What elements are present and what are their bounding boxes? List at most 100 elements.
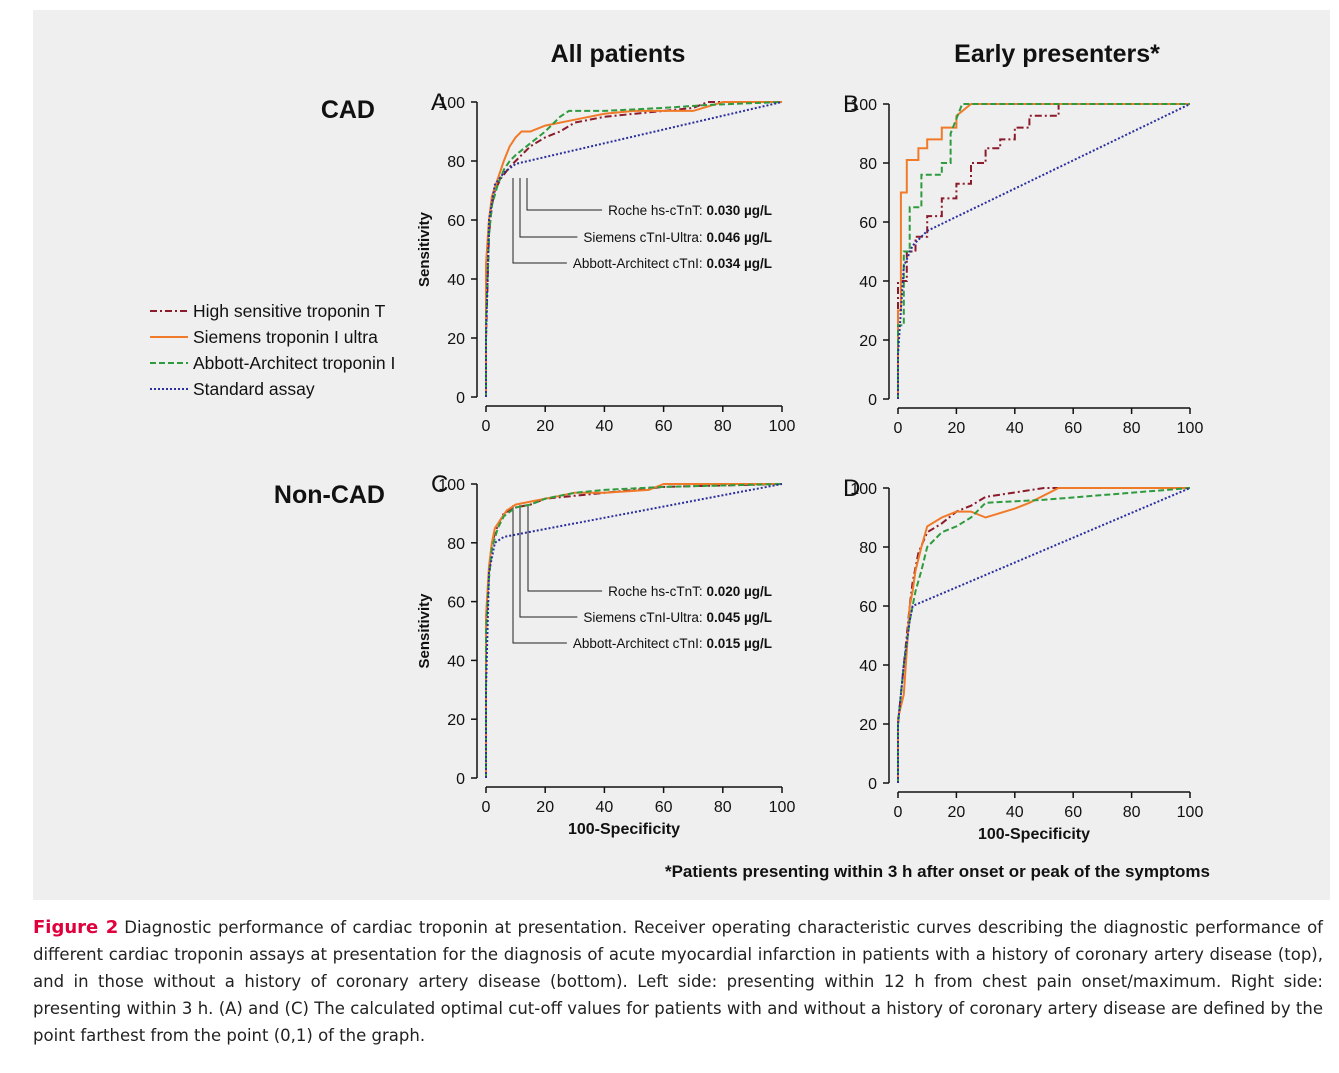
roc-curve: Abbott-Architect troponin I <box>897 103 1190 399</box>
annotation-value: 0.045 µg/L <box>706 610 772 625</box>
roc-curve: High sensitive troponin T <box>897 103 1190 399</box>
annotation-value: 0.030 µg/L <box>706 203 772 218</box>
x-tick-label: 80 <box>1123 804 1141 821</box>
x-tick-label: 100 <box>769 418 796 435</box>
footnote: *Patients presenting within 3 h after on… <box>665 862 1210 881</box>
annotation-value: 0.046 µg/L <box>706 230 772 245</box>
legend-label: Abbott-Architect troponin I <box>193 353 395 373</box>
y-axis-label: Sensitivity <box>416 211 433 287</box>
x-tick-label: 0 <box>482 799 491 816</box>
annotation-leader <box>519 178 578 238</box>
annotation: Abbott-Architect cTnI: 0.034 µg/L <box>573 256 772 271</box>
caption: Figure 2 Diagnostic performance of cardia… <box>33 914 1323 1049</box>
annotation-value: 0.020 µg/L <box>706 584 772 599</box>
row-label: Non-CAD <box>274 481 385 509</box>
x-tick-label: 40 <box>1006 420 1024 437</box>
annotation-value: 0.015 µg/L <box>706 636 772 651</box>
y-tick-label: 20 <box>447 712 465 729</box>
x-tick-label: 60 <box>655 799 673 816</box>
x-tick-label: 40 <box>596 418 614 435</box>
x-tick-label: 60 <box>655 418 673 435</box>
panel-letter: C <box>431 471 448 498</box>
y-tick-label: 60 <box>859 215 877 232</box>
annotation-label: Roche hs-cTnT: <box>608 584 703 599</box>
y-tick-label: 40 <box>447 653 465 670</box>
y-tick-label: 20 <box>859 333 877 350</box>
x-tick-label: 100 <box>769 799 796 816</box>
roc-curve: Siemens troponin I ultra <box>485 483 782 778</box>
x-tick-label: 0 <box>894 420 903 437</box>
roc-curve: Abbott-Architect troponin I <box>485 101 783 397</box>
x-tick-label: 0 <box>894 804 903 821</box>
x-tick-label: 20 <box>948 804 966 821</box>
x-tick-label: 100 <box>1177 420 1204 437</box>
roc-curve: Standard assay <box>485 101 783 397</box>
annotation-value: 0.034 µg/L <box>706 256 772 271</box>
roc-curve: Siemens troponin I ultra <box>897 103 1190 399</box>
legend-label: Standard assay <box>193 379 315 399</box>
annotation-label: Siemens cTnI-Ultra: <box>583 610 702 625</box>
annotation-leader <box>527 505 603 592</box>
y-tick-label: 60 <box>447 213 465 230</box>
figure: All patients Early presenters* C A D Non-C… <box>33 10 1330 900</box>
x-tick-label: 60 <box>1064 420 1082 437</box>
y-tick-label: 80 <box>447 154 465 171</box>
annotation-leader <box>512 178 567 264</box>
y-tick-label: 40 <box>859 658 877 675</box>
roc-curve: Siemens troponin I ultra <box>897 487 1190 783</box>
y-tick-label: 0 <box>456 390 465 407</box>
annotation: Abbott-Architect cTnI: 0.015 µg/L <box>573 636 772 651</box>
column-title: Early presenters* <box>954 40 1160 68</box>
y-tick-label: 60 <box>859 599 877 616</box>
roc-curve: High sensitive troponin T <box>897 487 1190 783</box>
roc-curve: Abbott-Architect troponin I <box>485 483 783 778</box>
panel-letter: B <box>843 91 859 118</box>
y-axis-label: Sensitivity <box>416 593 433 669</box>
y-tick-label: 0 <box>868 776 877 793</box>
figure-background <box>33 10 1330 900</box>
caption-label: Figure 2 <box>33 917 119 938</box>
x-tick-label: 20 <box>948 420 966 437</box>
x-axis-label: 100-Specificity <box>978 826 1090 843</box>
roc-curve: Standard assay <box>897 487 1191 783</box>
annotation-label: Abbott-Architect cTnI: <box>573 256 703 271</box>
annotation-leader <box>512 505 567 644</box>
y-tick-label: 20 <box>447 331 465 348</box>
annotation: Roche hs-cTnT: 0.030 µg/L <box>608 203 772 218</box>
roc-curve: Abbott-Architect troponin I <box>897 487 1191 783</box>
y-tick-label: 0 <box>456 771 465 788</box>
annotation: Roche hs-cTnT: 0.020 µg/L <box>608 584 772 599</box>
column-title: All patients <box>551 40 686 68</box>
x-tick-label: 20 <box>536 799 554 816</box>
annotation: Siemens cTnI-Ultra: 0.045 µg/L <box>583 610 772 625</box>
annotation-label: Siemens cTnI-Ultra: <box>583 230 702 245</box>
x-tick-label: 20 <box>536 418 554 435</box>
annotation-leader <box>519 505 578 618</box>
y-tick-label: 40 <box>447 272 465 289</box>
annotation-label: Roche hs-cTnT: <box>608 203 703 218</box>
y-tick-label: 0 <box>868 392 877 409</box>
annotation-leader <box>526 178 603 211</box>
x-tick-label: 80 <box>1123 420 1141 437</box>
annotation: Siemens cTnI-Ultra: 0.046 µg/L <box>583 230 772 245</box>
y-tick-label: 80 <box>859 156 877 173</box>
x-axis-label: 100-Specificity <box>568 821 680 838</box>
caption-text: Diagnostic performance of cardiac tropon… <box>33 918 1323 1045</box>
legend-label: Siemens troponin I ultra <box>193 327 378 347</box>
panel-letter: D <box>843 475 860 502</box>
legend-label: High sensitive troponin T <box>193 301 386 321</box>
x-tick-label: 40 <box>1006 804 1024 821</box>
x-tick-label: 80 <box>714 799 732 816</box>
y-tick-label: 20 <box>859 717 877 734</box>
y-tick-label: 80 <box>447 536 465 553</box>
x-tick-label: 0 <box>482 418 491 435</box>
roc-curve: Standard assay <box>485 483 783 778</box>
panel-letter: A <box>431 89 447 116</box>
y-tick-label: 40 <box>859 274 877 291</box>
y-tick-label: 100 <box>438 477 465 494</box>
y-tick-label: 100 <box>850 97 877 114</box>
x-tick-label: 80 <box>714 418 732 435</box>
roc-curve: Standard assay <box>897 103 1191 399</box>
y-tick-label: 100 <box>438 95 465 112</box>
